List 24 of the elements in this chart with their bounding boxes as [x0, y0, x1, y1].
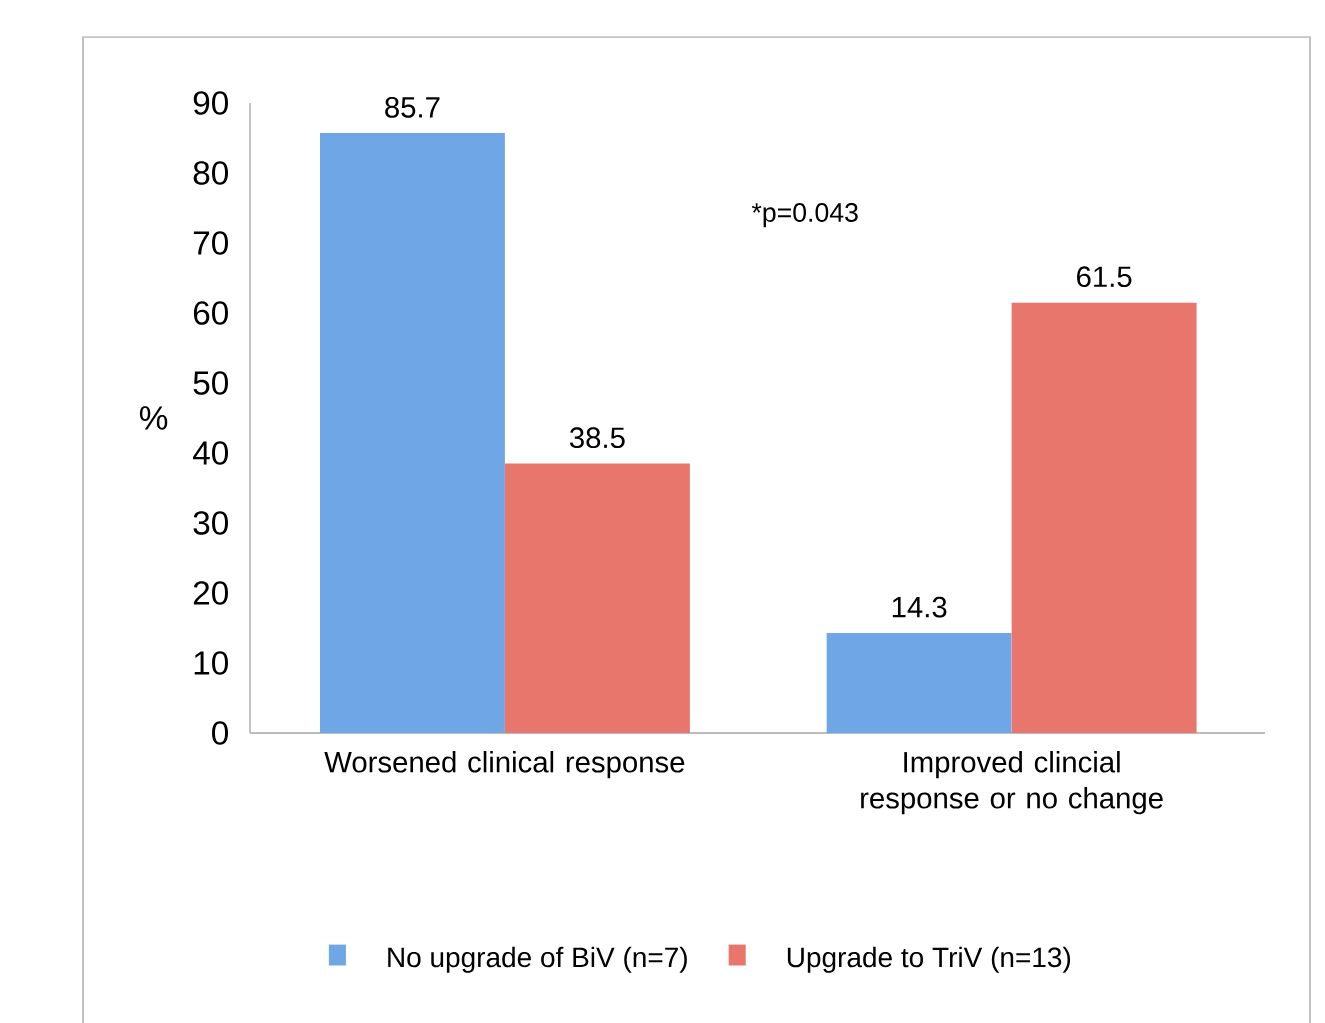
y-tick-label: 80 — [193, 161, 228, 185]
annotation: *p=0.043 — [751, 203, 858, 228]
y-tick-label: 40 — [192, 441, 228, 465]
data-label: 14.3 — [892, 596, 947, 618]
x-tick-label: Worsened clinical response — [324, 751, 685, 779]
data-label: 38.5 — [569, 427, 625, 449]
legend-label: No upgrade of BiV (n=7) — [388, 946, 687, 973]
bar — [1011, 302, 1197, 733]
legend-label: Upgrade to TriV (n=13) — [787, 946, 1071, 973]
y-tick-label: 30 — [193, 511, 228, 535]
y-tick-label: 60 — [193, 301, 228, 325]
y-tick-label: 70 — [193, 231, 228, 255]
data-label: 61.5 — [1077, 266, 1132, 288]
y-tick-label: 20 — [193, 581, 228, 605]
bar — [826, 632, 1012, 733]
y-tick-label: 10 — [194, 651, 228, 675]
x-tick-label: Improved clincial response or no change — [861, 751, 1163, 815]
bar — [319, 133, 505, 733]
y-tick-label: 50 — [193, 371, 228, 395]
y-tick-label: 0 — [212, 721, 228, 745]
bar — [504, 463, 690, 733]
data-label: 85.7 — [385, 96, 440, 118]
y-axis-title: % — [139, 406, 168, 430]
y-tick-label: 90 — [193, 91, 228, 115]
